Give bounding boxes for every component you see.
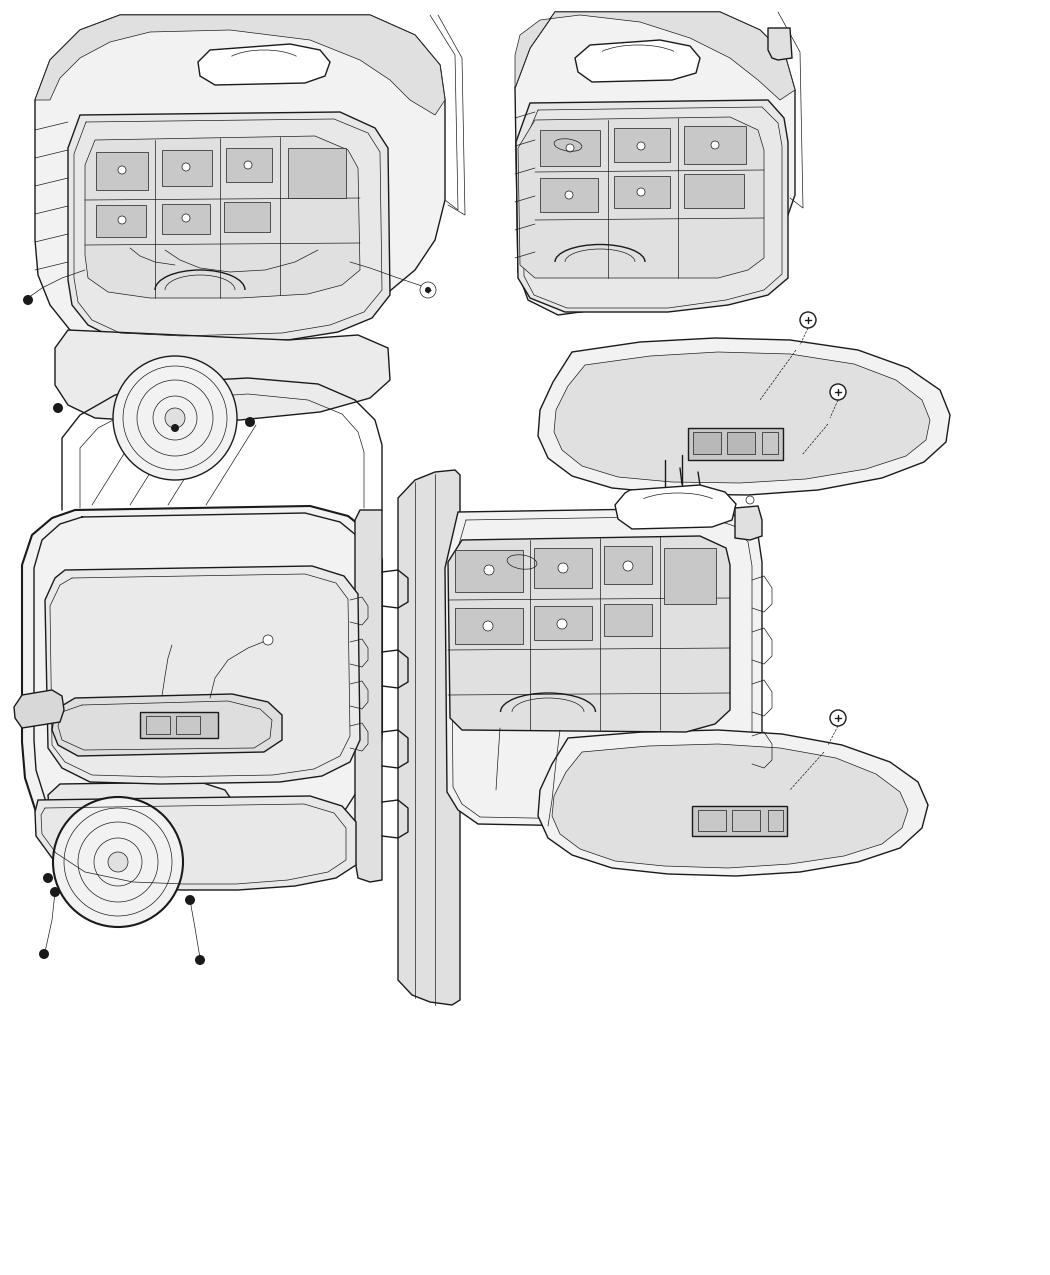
- Polygon shape: [768, 28, 792, 60]
- Polygon shape: [35, 796, 356, 890]
- Polygon shape: [615, 484, 736, 529]
- Polygon shape: [518, 117, 764, 278]
- Circle shape: [637, 187, 645, 196]
- Circle shape: [171, 425, 178, 432]
- Bar: [96, 205, 146, 237]
- Polygon shape: [514, 11, 795, 99]
- Circle shape: [484, 565, 493, 575]
- Polygon shape: [68, 112, 390, 343]
- Polygon shape: [575, 40, 700, 82]
- Bar: [224, 201, 270, 232]
- Bar: [692, 806, 788, 836]
- Circle shape: [52, 403, 63, 413]
- Circle shape: [245, 417, 255, 427]
- Polygon shape: [398, 470, 460, 1005]
- Bar: [534, 606, 592, 640]
- Circle shape: [565, 191, 573, 199]
- Polygon shape: [22, 506, 382, 882]
- Circle shape: [262, 635, 273, 645]
- Bar: [727, 432, 755, 454]
- Polygon shape: [538, 338, 950, 495]
- Bar: [288, 148, 347, 198]
- Bar: [162, 150, 212, 186]
- Circle shape: [108, 852, 128, 872]
- Bar: [96, 152, 148, 190]
- Polygon shape: [448, 536, 730, 732]
- Polygon shape: [538, 731, 928, 876]
- Circle shape: [483, 621, 493, 631]
- Bar: [140, 711, 218, 738]
- Polygon shape: [35, 15, 445, 115]
- Bar: [768, 810, 783, 831]
- Circle shape: [746, 496, 754, 504]
- Polygon shape: [14, 690, 64, 728]
- Bar: [540, 179, 598, 212]
- Circle shape: [558, 564, 568, 572]
- Bar: [614, 128, 670, 162]
- Polygon shape: [48, 782, 235, 852]
- Circle shape: [420, 282, 436, 298]
- Circle shape: [113, 356, 237, 479]
- Bar: [146, 717, 170, 734]
- Polygon shape: [516, 99, 788, 312]
- Polygon shape: [735, 506, 762, 541]
- Polygon shape: [355, 510, 382, 882]
- Bar: [226, 148, 272, 182]
- Bar: [732, 810, 760, 831]
- Circle shape: [118, 166, 126, 173]
- Circle shape: [244, 161, 252, 170]
- Bar: [684, 126, 746, 164]
- Bar: [176, 717, 200, 734]
- Circle shape: [830, 710, 846, 725]
- Polygon shape: [85, 136, 360, 298]
- Circle shape: [425, 287, 430, 293]
- Bar: [604, 604, 652, 636]
- Circle shape: [566, 144, 574, 152]
- Polygon shape: [35, 15, 445, 362]
- Bar: [540, 130, 600, 166]
- Bar: [455, 608, 523, 644]
- Circle shape: [800, 312, 816, 328]
- Polygon shape: [45, 566, 360, 784]
- Bar: [684, 173, 744, 208]
- Circle shape: [195, 955, 205, 965]
- Bar: [698, 810, 726, 831]
- Circle shape: [556, 618, 567, 629]
- Polygon shape: [552, 745, 908, 868]
- Bar: [614, 176, 670, 208]
- Bar: [455, 550, 523, 592]
- Circle shape: [39, 949, 49, 959]
- Circle shape: [50, 887, 60, 898]
- Polygon shape: [514, 11, 795, 315]
- Bar: [762, 432, 778, 454]
- Polygon shape: [198, 45, 330, 85]
- Bar: [534, 548, 592, 588]
- Polygon shape: [55, 330, 390, 422]
- Circle shape: [623, 561, 633, 571]
- Circle shape: [182, 163, 190, 171]
- Circle shape: [23, 295, 33, 305]
- Bar: [693, 432, 721, 454]
- Circle shape: [52, 797, 183, 927]
- Circle shape: [185, 895, 195, 905]
- Circle shape: [165, 408, 185, 428]
- Bar: [162, 204, 210, 235]
- Bar: [688, 428, 783, 460]
- Polygon shape: [445, 507, 762, 826]
- Polygon shape: [52, 694, 282, 756]
- Circle shape: [118, 215, 126, 224]
- Circle shape: [830, 384, 846, 400]
- Circle shape: [182, 214, 190, 222]
- Polygon shape: [554, 352, 930, 483]
- Bar: [604, 546, 652, 584]
- Bar: [664, 548, 716, 604]
- Circle shape: [711, 142, 719, 149]
- Circle shape: [43, 873, 53, 884]
- Circle shape: [637, 142, 645, 150]
